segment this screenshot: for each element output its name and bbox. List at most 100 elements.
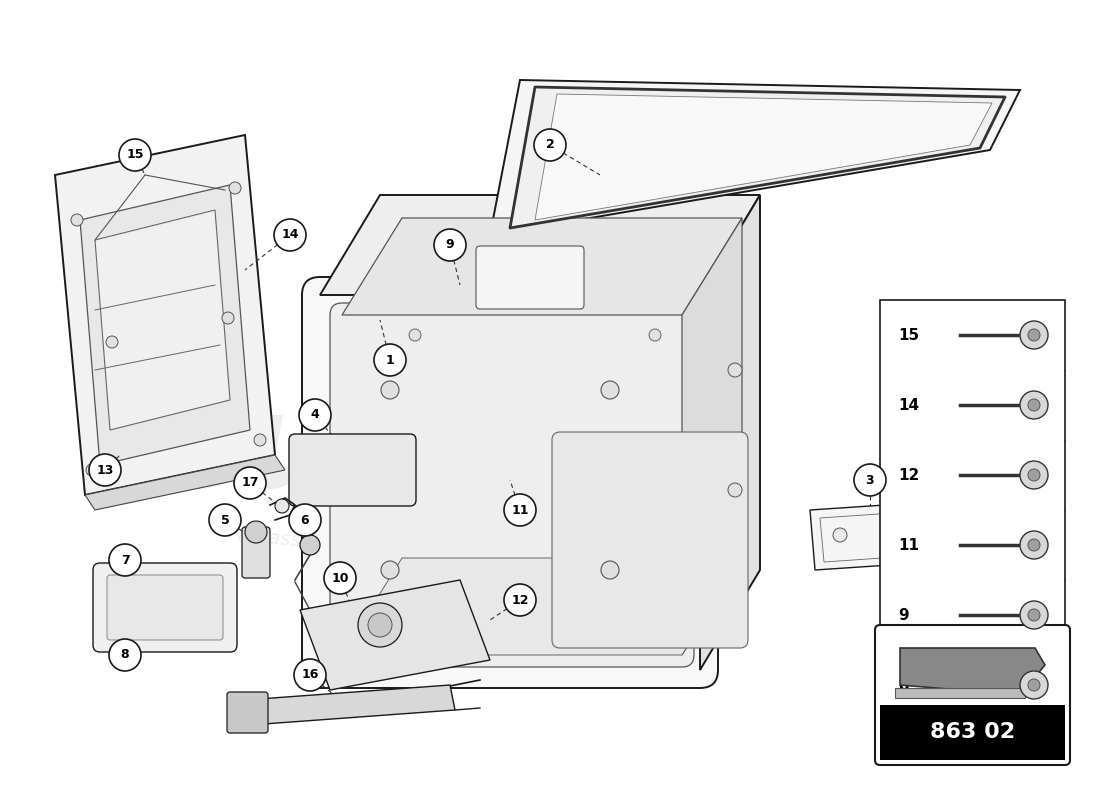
Polygon shape [55, 135, 275, 495]
Circle shape [86, 464, 98, 476]
FancyBboxPatch shape [94, 563, 236, 652]
Circle shape [245, 521, 267, 543]
Circle shape [728, 483, 743, 497]
Circle shape [274, 219, 306, 251]
Text: 7: 7 [121, 554, 130, 566]
Text: a passion for the auto since 1985: a passion for the auto since 1985 [236, 526, 563, 574]
Circle shape [1028, 329, 1040, 341]
Circle shape [358, 603, 402, 647]
FancyBboxPatch shape [880, 300, 1065, 720]
Polygon shape [900, 648, 1045, 695]
Polygon shape [700, 195, 760, 670]
Text: 5: 5 [221, 514, 230, 526]
Text: 13: 13 [97, 463, 113, 477]
Circle shape [234, 467, 266, 499]
FancyBboxPatch shape [302, 277, 718, 688]
Polygon shape [342, 558, 742, 655]
Circle shape [109, 544, 141, 576]
Text: 14: 14 [898, 398, 920, 413]
Circle shape [1028, 609, 1040, 621]
Circle shape [119, 139, 151, 171]
Circle shape [229, 182, 241, 194]
Circle shape [1028, 539, 1040, 551]
Circle shape [833, 528, 847, 542]
Text: 11: 11 [512, 503, 529, 517]
Text: 16: 16 [301, 669, 319, 682]
Polygon shape [342, 218, 742, 315]
Circle shape [534, 129, 566, 161]
Circle shape [300, 535, 320, 555]
Text: 3: 3 [866, 474, 874, 486]
Text: 8: 8 [121, 649, 130, 662]
Text: 4: 4 [310, 409, 319, 422]
Text: 10: 10 [331, 571, 349, 585]
Polygon shape [510, 87, 1005, 228]
Circle shape [289, 504, 321, 536]
FancyBboxPatch shape [880, 705, 1065, 760]
Circle shape [1020, 391, 1048, 419]
Text: 12: 12 [898, 467, 920, 482]
Circle shape [254, 434, 266, 446]
FancyBboxPatch shape [289, 434, 416, 506]
Circle shape [89, 454, 121, 486]
Text: 14: 14 [282, 229, 299, 242]
Circle shape [728, 363, 743, 377]
Polygon shape [682, 218, 742, 655]
Circle shape [1020, 461, 1048, 489]
Text: 6: 6 [300, 514, 309, 526]
Circle shape [299, 399, 331, 431]
Circle shape [504, 584, 536, 616]
Circle shape [601, 381, 619, 399]
Circle shape [294, 659, 326, 691]
Text: 12: 12 [512, 594, 529, 606]
Polygon shape [300, 580, 490, 690]
FancyBboxPatch shape [552, 432, 748, 648]
Circle shape [601, 561, 619, 579]
FancyBboxPatch shape [874, 625, 1070, 765]
Text: 9: 9 [446, 238, 454, 251]
FancyBboxPatch shape [476, 246, 584, 309]
Text: 863 02: 863 02 [930, 722, 1015, 742]
FancyBboxPatch shape [227, 692, 268, 733]
Circle shape [374, 344, 406, 376]
Polygon shape [535, 94, 992, 220]
Circle shape [381, 381, 399, 399]
FancyBboxPatch shape [242, 527, 270, 578]
Circle shape [381, 561, 399, 579]
Polygon shape [810, 500, 965, 570]
Text: 8: 8 [898, 678, 909, 693]
FancyBboxPatch shape [330, 303, 694, 667]
Polygon shape [85, 455, 285, 510]
Circle shape [1020, 321, 1048, 349]
Circle shape [1020, 601, 1048, 629]
Circle shape [72, 214, 82, 226]
Circle shape [504, 494, 536, 526]
Circle shape [106, 336, 118, 348]
Polygon shape [895, 688, 1025, 698]
Polygon shape [490, 80, 1020, 235]
Text: europ: europ [153, 386, 587, 514]
Circle shape [222, 312, 234, 324]
Circle shape [275, 499, 289, 513]
Circle shape [1028, 399, 1040, 411]
Text: 17: 17 [241, 477, 258, 490]
Circle shape [109, 639, 141, 671]
Circle shape [434, 229, 466, 261]
Circle shape [409, 329, 421, 341]
Text: 2: 2 [546, 138, 554, 151]
Polygon shape [245, 685, 455, 725]
Polygon shape [80, 185, 250, 465]
Polygon shape [320, 195, 760, 295]
Circle shape [324, 562, 356, 594]
Text: 15: 15 [898, 327, 920, 342]
FancyBboxPatch shape [107, 575, 223, 640]
Circle shape [368, 613, 392, 637]
Circle shape [1020, 671, 1048, 699]
Circle shape [1028, 469, 1040, 481]
Text: 15: 15 [126, 149, 144, 162]
Circle shape [209, 504, 241, 536]
Text: 9: 9 [898, 607, 909, 622]
Text: 1: 1 [386, 354, 395, 366]
Text: 11: 11 [898, 538, 918, 553]
Circle shape [854, 464, 886, 496]
